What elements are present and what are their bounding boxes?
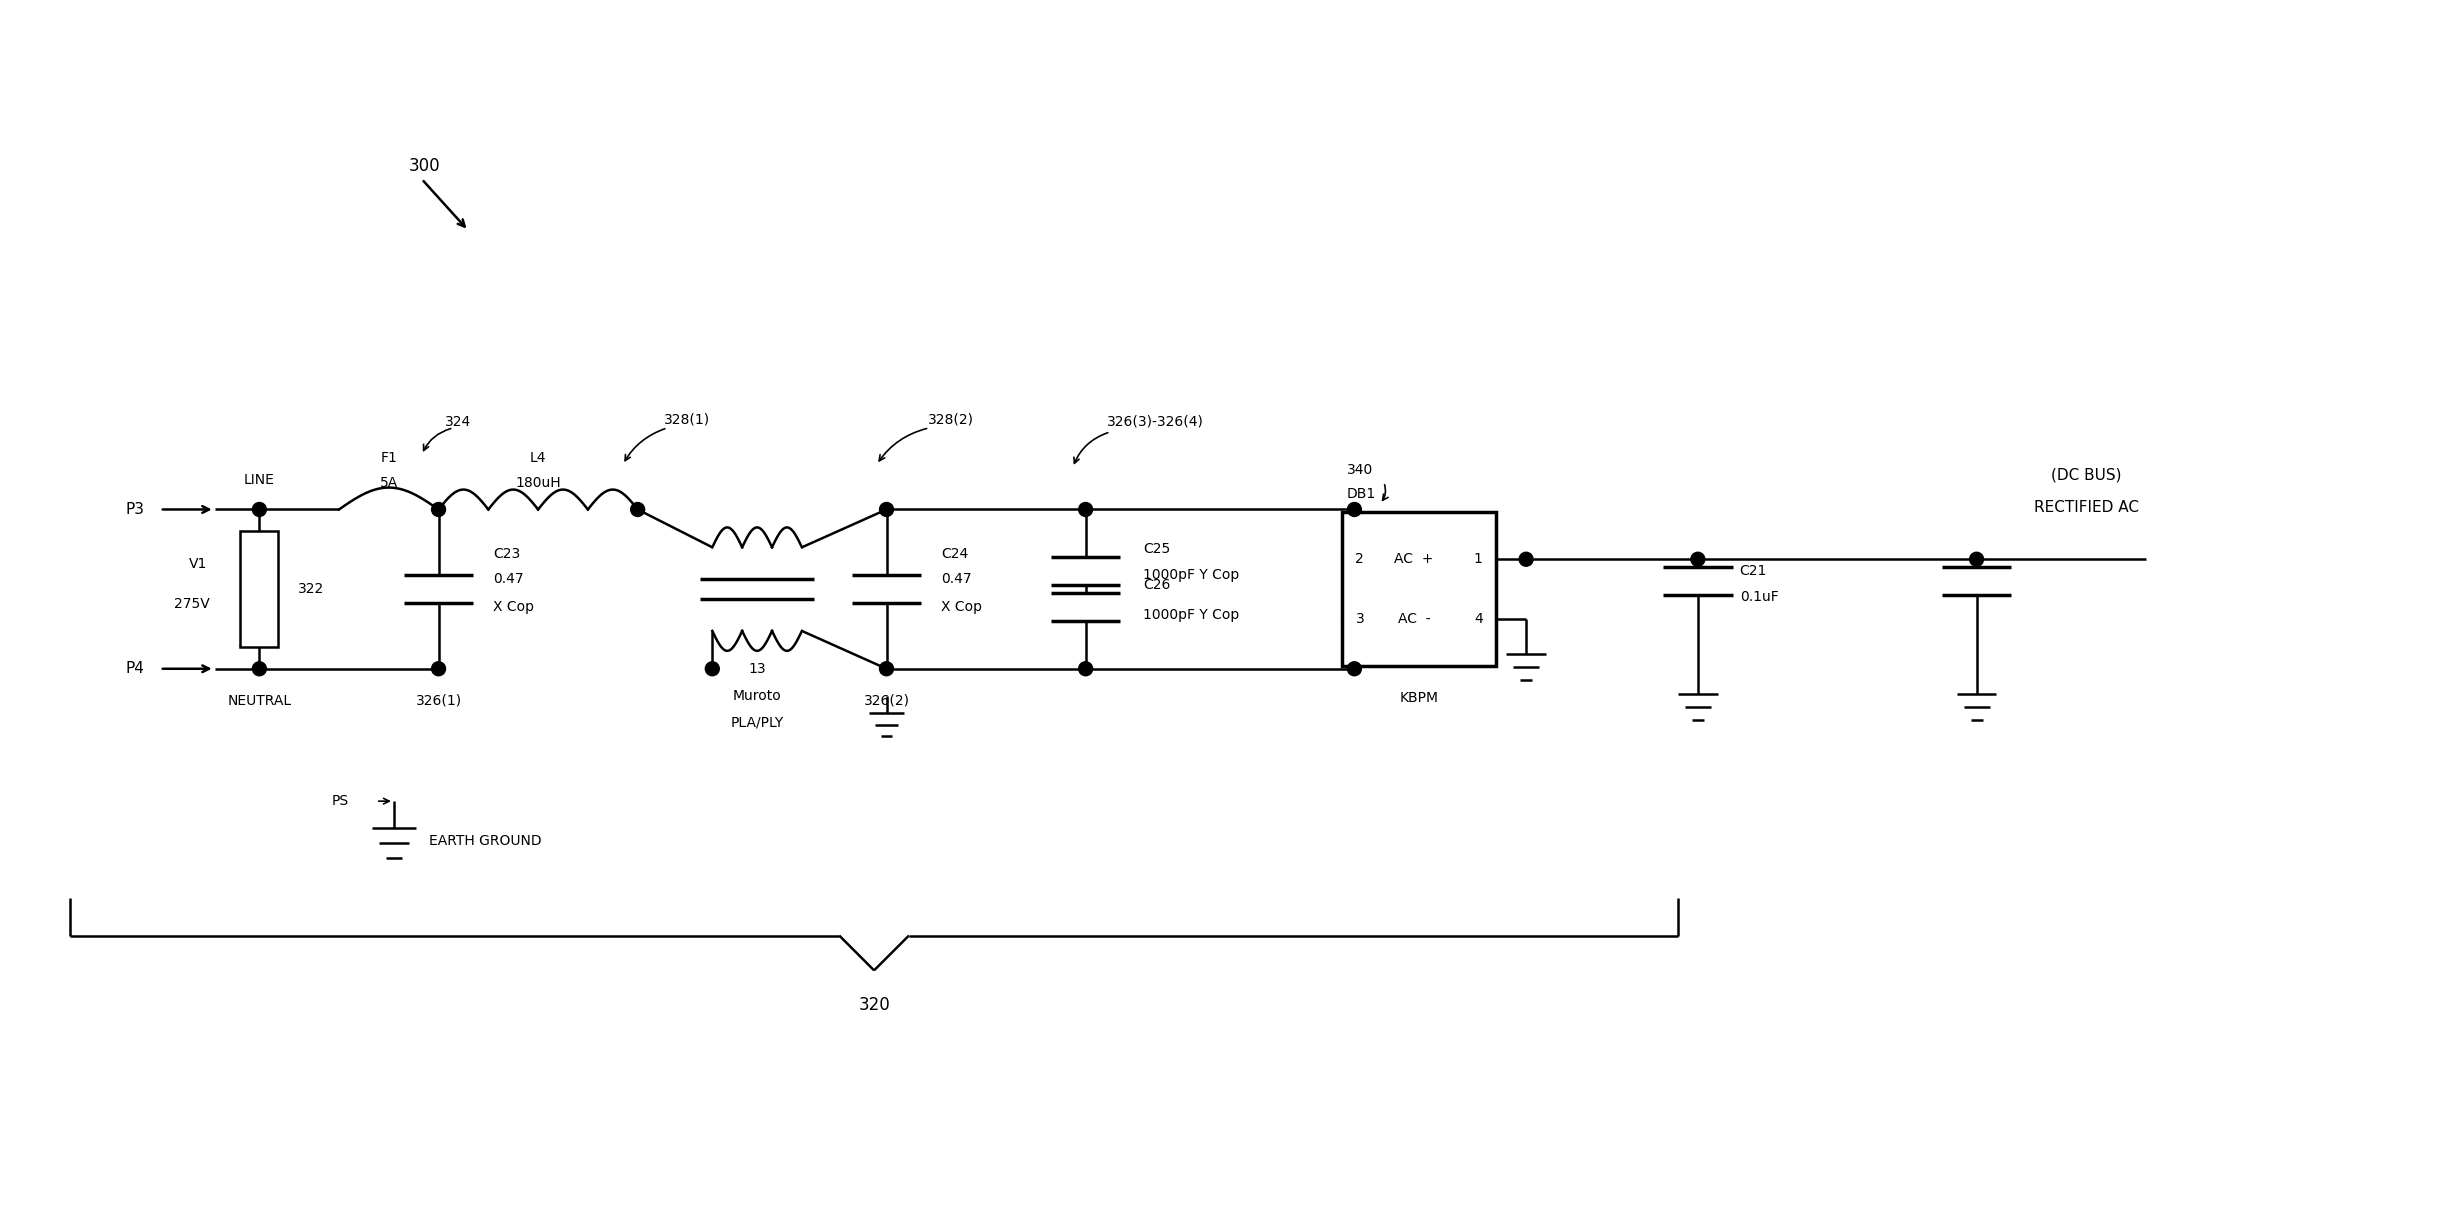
Circle shape [1969,552,1984,567]
Text: V1: V1 [188,557,208,571]
Circle shape [879,503,894,516]
Text: AC  -: AC - [1397,612,1432,626]
Bar [239,531,279,646]
Text: L4: L4 [530,451,547,465]
Text: PS: PS [332,794,349,809]
Circle shape [879,661,894,676]
Text: 322: 322 [298,583,325,596]
Text: 4: 4 [1473,612,1483,626]
Text: 1000pF Y Cop: 1000pF Y Cop [1143,608,1239,622]
Text: P4: P4 [125,661,144,676]
Text: C24: C24 [941,547,967,562]
Text: C21: C21 [1739,564,1766,578]
Circle shape [252,661,266,676]
Text: 324: 324 [445,415,471,429]
Text: 0.1uF: 0.1uF [1739,590,1779,605]
Text: 328(1): 328(1) [664,413,711,426]
Circle shape [1080,661,1092,676]
Circle shape [1080,503,1092,516]
Text: DB1: DB1 [1346,487,1375,501]
Text: 5A: 5A [379,476,398,489]
Bar [1341,512,1495,666]
Text: 180uH: 180uH [515,476,562,489]
Text: RECTIFIED AC: RECTIFIED AC [2033,500,2138,515]
Text: C23: C23 [493,547,520,562]
Circle shape [1691,552,1705,567]
Text: (DC BUS): (DC BUS) [2050,467,2121,482]
Circle shape [432,661,445,676]
Text: C26: C26 [1143,578,1170,592]
Text: C25: C25 [1143,542,1170,557]
Circle shape [706,661,718,676]
Circle shape [1349,661,1361,676]
Text: 326(1): 326(1) [415,693,462,708]
Text: 326(2): 326(2) [862,693,909,708]
Text: 3: 3 [1356,612,1363,626]
Text: AC  +: AC + [1395,552,1434,567]
Text: 0.47: 0.47 [493,573,523,586]
Text: 1: 1 [1473,552,1483,567]
Text: 320: 320 [857,997,889,1014]
Text: X Cop: X Cop [941,600,982,614]
Text: KBPM: KBPM [1400,691,1439,705]
Text: X Cop: X Cop [493,600,535,614]
Text: 2: 2 [1356,552,1363,567]
Text: P3: P3 [125,501,144,517]
Text: EARTH GROUND: EARTH GROUND [428,834,542,848]
Text: 300: 300 [408,157,440,175]
Text: LINE: LINE [244,473,274,487]
Text: F1: F1 [381,451,398,465]
Text: 0.47: 0.47 [941,573,972,586]
Text: 275V: 275V [173,597,210,611]
Circle shape [252,503,266,516]
Text: NEUTRAL: NEUTRAL [227,693,291,708]
Text: 1000pF Y Cop: 1000pF Y Cop [1143,568,1239,583]
Text: 13: 13 [748,661,767,676]
Circle shape [1520,552,1534,567]
Circle shape [1349,503,1361,516]
Text: 328(2): 328(2) [928,413,975,426]
Text: 340: 340 [1346,463,1373,477]
Text: 326(3)-326(4): 326(3)-326(4) [1107,415,1204,429]
Text: Muroto: Muroto [733,688,782,703]
Circle shape [630,503,645,516]
Text: PLA/PLY: PLA/PLY [730,715,784,730]
Circle shape [432,503,445,516]
